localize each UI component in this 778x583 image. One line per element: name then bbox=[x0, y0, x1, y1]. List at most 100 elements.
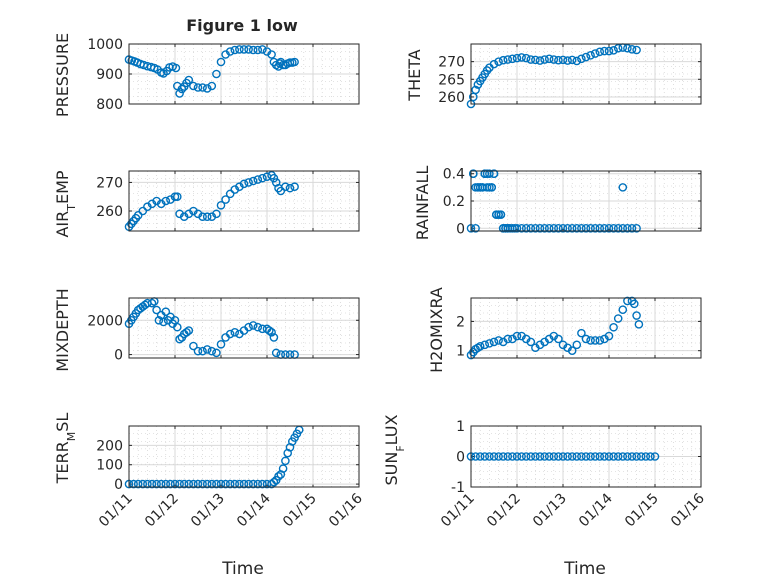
data-point bbox=[133, 479, 143, 489]
y-tick-label: -1 bbox=[451, 480, 465, 496]
data-point bbox=[600, 223, 609, 233]
y-tick-label: 265 bbox=[438, 72, 465, 88]
axes-frame bbox=[470, 170, 702, 232]
data-point bbox=[572, 223, 582, 233]
data-point bbox=[202, 479, 212, 489]
data-point bbox=[613, 314, 623, 323]
ylabel-h2omixra: H2OMIXRA bbox=[427, 287, 446, 373]
data-point bbox=[471, 223, 480, 233]
data-point bbox=[207, 81, 217, 91]
data-point bbox=[230, 479, 240, 489]
data-point bbox=[544, 54, 554, 64]
data-point bbox=[517, 223, 526, 233]
data-point bbox=[170, 479, 180, 489]
data-point bbox=[138, 206, 148, 216]
data-point bbox=[586, 336, 595, 345]
data-point bbox=[216, 339, 226, 349]
data-point bbox=[535, 56, 545, 65]
data-point bbox=[567, 55, 577, 65]
y-tick-label: 200 bbox=[96, 438, 123, 454]
data-point bbox=[198, 479, 207, 489]
data-point bbox=[161, 479, 171, 489]
xlabel-right: Time bbox=[563, 559, 606, 579]
axes-frame bbox=[470, 43, 702, 105]
panel-h2omixra: 12 bbox=[456, 296, 702, 360]
data-point bbox=[604, 452, 614, 461]
data-point bbox=[540, 55, 549, 64]
y-tick-label: 1000 bbox=[87, 37, 123, 53]
data-point bbox=[225, 479, 235, 489]
ylabel-terr-msl: TERRMSL bbox=[53, 413, 78, 485]
data-point bbox=[554, 223, 563, 233]
y-tick-label: 0 bbox=[456, 450, 465, 466]
data-point bbox=[549, 223, 559, 233]
data-point bbox=[549, 452, 559, 461]
data-point bbox=[175, 89, 184, 98]
data-point bbox=[171, 63, 181, 73]
data-point bbox=[613, 452, 623, 461]
data-point bbox=[175, 334, 184, 344]
ylabel-terr-msl-main: TERR bbox=[53, 441, 72, 484]
data-point bbox=[269, 333, 279, 342]
data-point bbox=[161, 307, 171, 317]
plot-area bbox=[128, 297, 360, 359]
data-point bbox=[207, 479, 217, 489]
series-points bbox=[466, 43, 641, 109]
data-point bbox=[572, 452, 582, 461]
data-point bbox=[586, 452, 595, 461]
plot-area bbox=[470, 297, 702, 359]
data-point bbox=[627, 223, 637, 233]
data-point bbox=[471, 85, 480, 95]
data-point bbox=[572, 340, 582, 350]
data-point bbox=[230, 327, 240, 337]
data-point bbox=[489, 337, 499, 347]
data-point bbox=[235, 45, 244, 54]
ylabel-air-temp-sub: T bbox=[65, 204, 78, 212]
data-point bbox=[503, 223, 513, 233]
data-point bbox=[526, 452, 536, 461]
ylabel-sun-flux-main: SUN bbox=[382, 452, 401, 486]
data-point bbox=[264, 326, 274, 335]
data-point bbox=[281, 456, 290, 466]
data-point bbox=[244, 479, 253, 489]
data-point bbox=[498, 55, 508, 65]
data-point bbox=[258, 479, 267, 489]
ylabel-mixdepth: MIXDEPTH bbox=[53, 288, 72, 371]
data-point bbox=[267, 50, 276, 59]
y-tick-label: 2000 bbox=[87, 313, 123, 329]
data-point bbox=[558, 452, 568, 461]
data-point bbox=[184, 75, 194, 85]
series-points bbox=[124, 297, 299, 359]
y-tick-label: 270 bbox=[438, 55, 465, 71]
data-point bbox=[636, 452, 646, 461]
data-point bbox=[290, 57, 299, 67]
data-point bbox=[193, 83, 203, 92]
data-point bbox=[623, 43, 632, 53]
data-point bbox=[623, 452, 632, 461]
data-point bbox=[496, 210, 506, 219]
data-point bbox=[198, 212, 207, 222]
data-point bbox=[512, 223, 522, 233]
ylabel-sun-flux: SUNFLUX bbox=[382, 414, 407, 485]
data-point bbox=[138, 479, 148, 489]
series-points bbox=[466, 169, 641, 233]
axes-frame bbox=[128, 297, 360, 359]
data-point bbox=[189, 479, 198, 489]
data-point bbox=[531, 223, 540, 233]
data-point bbox=[253, 479, 263, 489]
axes-frame bbox=[128, 425, 360, 488]
data-point bbox=[225, 189, 235, 199]
data-point bbox=[285, 183, 295, 193]
data-point bbox=[480, 452, 490, 461]
data-point bbox=[544, 223, 554, 233]
data-point bbox=[179, 479, 189, 489]
data-point bbox=[271, 348, 281, 358]
data-point bbox=[590, 49, 600, 58]
data-point bbox=[207, 346, 217, 356]
data-point bbox=[641, 452, 651, 461]
data-point bbox=[627, 44, 637, 54]
data-point bbox=[595, 47, 605, 57]
data-point bbox=[567, 346, 577, 355]
data-point bbox=[563, 223, 572, 233]
data-point bbox=[193, 479, 203, 489]
